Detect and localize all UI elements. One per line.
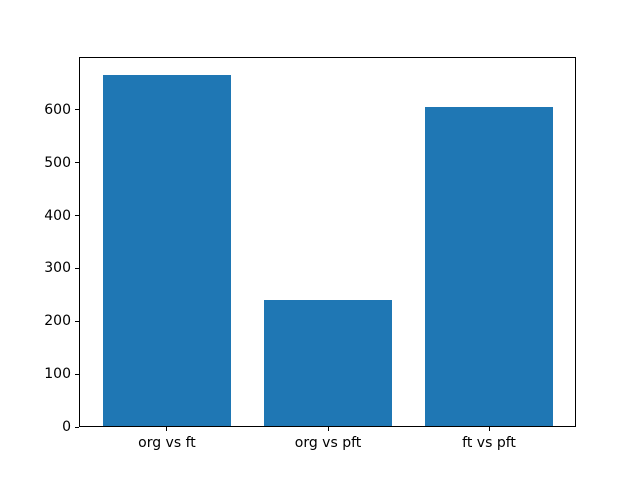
y-tick-mark [75, 109, 79, 111]
bar-2 [424, 107, 554, 427]
y-tick-mark [75, 267, 79, 269]
y-tick-label: 100 [44, 366, 71, 383]
y-tick-label: 600 [44, 101, 71, 118]
bar-0 [102, 75, 232, 427]
x-tick-label: ft vs pft [462, 435, 516, 451]
x-tick-mark [327, 427, 329, 431]
x-tick-mark [488, 427, 490, 431]
x-tick-label: org vs pft [294, 435, 362, 451]
y-tick-mark [75, 426, 79, 428]
y-tick-label: 400 [44, 207, 71, 224]
bar-1 [263, 300, 393, 427]
y-tick-mark [75, 373, 79, 375]
y-tick-label: 300 [44, 260, 71, 277]
y-tick-label: 200 [44, 313, 71, 330]
y-tick-mark [75, 162, 79, 164]
y-tick-mark [75, 215, 79, 217]
y-tick-label: 500 [44, 154, 71, 171]
y-tick-label: 0 [62, 419, 71, 435]
y-tick-mark [75, 320, 79, 322]
x-tick-mark [166, 427, 168, 431]
x-tick-label: org vs ft [138, 435, 196, 451]
